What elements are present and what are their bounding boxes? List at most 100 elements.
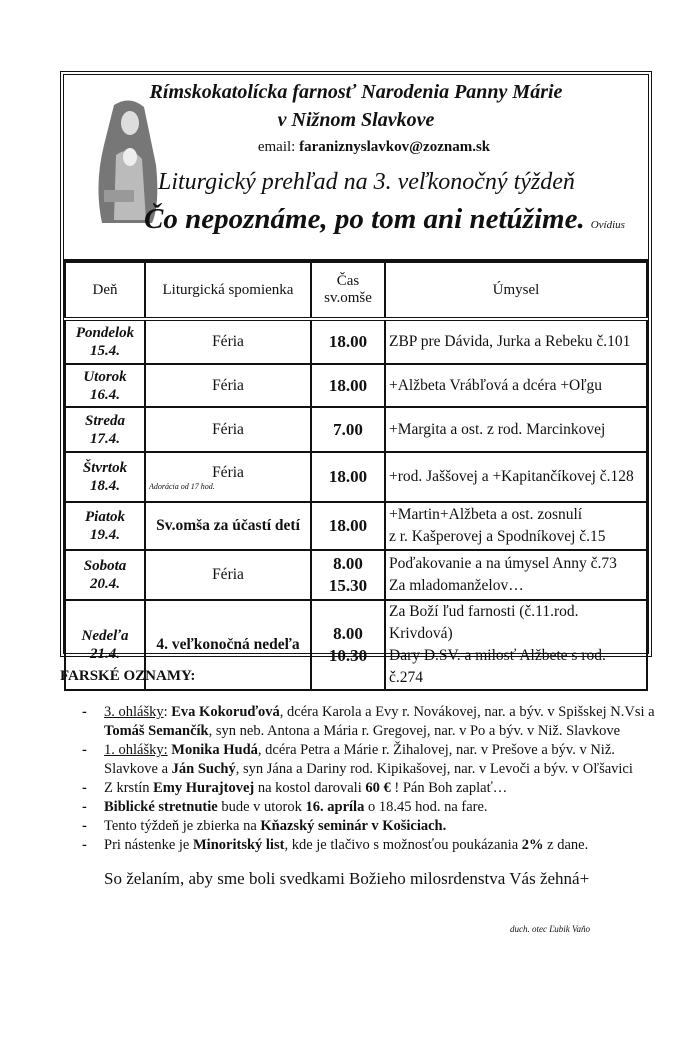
table-row: Piatok 19.4. Sv.omša za účastí detí 18.00… [64,501,648,551]
day-cell: Pondelok 15.4. [64,318,146,365]
announcement-item: Pri nástenke je Minoritský list, kde je … [60,836,660,855]
intention-cell: ZBP pre Dávida, Jurka a Rebeku č.101 [384,318,648,365]
intention-cell: Za Boží ľud farnosti (č.11.rod. Krivdová… [384,599,648,691]
closing-text: So želaním, aby sme boli svedkami Božieh… [104,869,590,888]
time-cell: 8.00 15.30 [310,549,386,601]
day-date: 15.4. [90,343,120,359]
email-label: email: [257,139,296,155]
col-memorial: Liturgická spomienka [144,261,312,321]
announcements: FARSKÉ OZNAMY: 3. ohlášky: Eva Kokoruďov… [60,668,660,889]
schedule-table: Deň Liturgická spomienka Čas sv.omše Úmy… [64,261,648,691]
memorial-cell: Féria [144,363,312,408]
announcement-text: , dcéra Karola a Evy r. Novákovej, nar. … [279,704,655,720]
day-name: Pondelok [75,325,135,341]
table-row: Pondelok 15.4. Féria 18.00 ZBP pre Dávida… [64,318,648,365]
memorial-cell: Sv.omša za účastí detí [144,501,312,551]
mass-time: 18.00 [328,516,368,535]
time-cell: 8.00 10.30 [310,599,386,691]
announcement-text: , syn Jána a Dariny rod. Kipikašovej, na… [235,761,633,777]
intention-line: Poďakovanie a na úmysel Anny č.73 [389,555,617,572]
mass-time: 18.00 [328,375,368,395]
announcement-list: 3. ohlášky: Eva Kokoruďová, dcéra Karola… [60,703,660,855]
memorial-cell: Féria [144,318,312,365]
table-row: Nedeľa 21.4. 4. veľkonočná nedeľa 8.00 10.… [64,599,648,691]
email-link[interactable]: faraniznyslavkov@zoznam.sk [299,139,491,155]
announcement-text: na kostol darovali [254,780,366,796]
mass-time: 8.00 [333,624,363,643]
announcement-item: Z krstín Emy Hurajtovej na kostol darova… [60,779,660,798]
mass-time: 18.00 [328,332,368,351]
day-date: 21.4. [90,646,120,662]
intention-cell: +rod. Jaššovej a +Kapitančíkovej č.128 [384,451,648,503]
col-day: Deň [64,261,146,321]
table-row: Streda 17.4. Féria 7.00 +Margita a ost. z… [64,406,648,453]
subtitle: Liturgický prehľad na 3. veľkonočný týžd… [158,169,575,195]
announcement-text: 16. apríla [305,799,365,815]
memorial-text: Sv.omša za účastí detí [156,517,300,534]
announcement-text: 1. ohlášky: [104,742,168,758]
day-name: Utorok [83,368,127,385]
day-name: Sobota [83,558,127,574]
day-cell: Utorok 16.4. [64,363,146,408]
memorial-text: Féria [212,420,244,438]
announcement-text: 60 € [365,780,391,796]
memorial-cell: Féria [144,549,312,601]
day-date: 16.4. [90,386,120,403]
announcement-item: 3. ohlášky: Eva Kokoruďová, dcéra Karola… [60,703,660,741]
announcement-item: Tento týždeň je zbierka na Kňazský semin… [60,817,660,836]
mass-time: 15.30 [328,576,368,595]
parish-location: v Nižnom Slavkove [277,109,435,131]
announcement-text: Biblické stretnutie [104,799,218,815]
day-cell: Nedeľa 21.4. [64,599,146,691]
announcement-text: Emy Hurajtovej [153,780,255,796]
intention-line: +Alžbeta Vrábľová a dcéra +Oľgu [389,376,603,394]
mass-time: 8.00 [333,554,363,573]
memorial-cell: Féria [144,406,312,453]
table-row: Štvrtok 18.4. Féria Adorácia od 17 hod. 18… [64,451,648,503]
day-date: 20.4. [90,576,120,592]
announcement-text: , kde je tlačivo s možnosťou poukázania [284,837,522,853]
announcement-text: z dane. [543,837,589,853]
table-row: Sobota 20.4. Féria 8.00 15.30 Poďakovanie … [64,549,648,601]
announcement-text: Tomáš Semančík [104,723,209,739]
announcement-text: ! Pán Boh zaplať… [390,780,508,796]
table-row: Utorok 16.4. Féria 18.00 +Alžbeta Vrábľov… [64,363,648,408]
announcements-title: FARSKÉ OZNAMY: [60,668,196,684]
day-cell: Štvrtok 18.4. [64,451,146,503]
announcement-text: 2% [521,837,544,853]
memorial-text: Féria [212,463,244,481]
mass-time: 18.00 [328,467,368,486]
intention-line: z r. Kašperovej a Spodníkovej č.15 [389,528,606,545]
intention-line: ZBP pre Dávida, Jurka a Rebeku č.101 [389,333,631,350]
intention-line: Za Boží ľud farnosti (č.11.rod. Krivdová… [389,603,579,642]
mass-time: 10.30 [328,646,368,665]
schedule-frame: Rímskokatolícka farnosť Narodenia Panny … [60,71,652,691]
day-name: Streda [84,412,125,429]
announcement-text: , dcéra Petra a Márie r. Žihalovej, nar.… [104,742,615,777]
announcement-item: 1. ohlášky: Monika Hudá, dcéra Petra a M… [60,741,660,779]
announcement-text: Minoritský list [193,837,285,853]
announcement-text: , syn neb. Antona a Mária r. Gregovej, n… [208,723,621,739]
table-header-row: Deň Liturgická spomienka Čas sv.omše Úmy… [64,261,648,321]
day-date: 17.4. [90,430,120,447]
day-cell: Sobota 20.4. [64,549,146,601]
time-cell: 7.00 [310,406,386,453]
announcement-text: : [163,704,172,720]
intention-line: +rod. Jaššovej a +Kapitančíkovej č.128 [389,468,634,485]
col-time: Čas sv.omše [310,261,386,321]
header: Rímskokatolícka farnosť Narodenia Panny … [64,75,648,262]
intention-cell: +Alžbeta Vrábľová a dcéra +Oľgu [384,363,648,408]
memorial-text: 4. veľkonočná nedeľa [156,636,300,653]
intention-line: +Martin+Alžbeta a ost. zosnulí [389,506,583,523]
day-name: Štvrtok [82,460,128,476]
memorial-note: Adorácia od 17 hod. [149,481,215,491]
intention-cell: Poďakovanie a na úmysel Anny č.73 Za mlad… [384,549,648,601]
day-name: Nedeľa [81,628,129,644]
intention-line: Za mladomanželov… [389,577,524,594]
col-intention: Úmysel [384,261,648,321]
signature: duch. otec Ľubik Vaňo [510,924,590,934]
memorial-text: Féria [212,376,244,394]
time-cell: 18.00 [310,318,386,365]
intention-line: +Margita a ost. z rod. Marcinkovej [389,420,606,438]
parish-name: Rímskokatolícka farnosť Narodenia Panny … [149,81,563,103]
